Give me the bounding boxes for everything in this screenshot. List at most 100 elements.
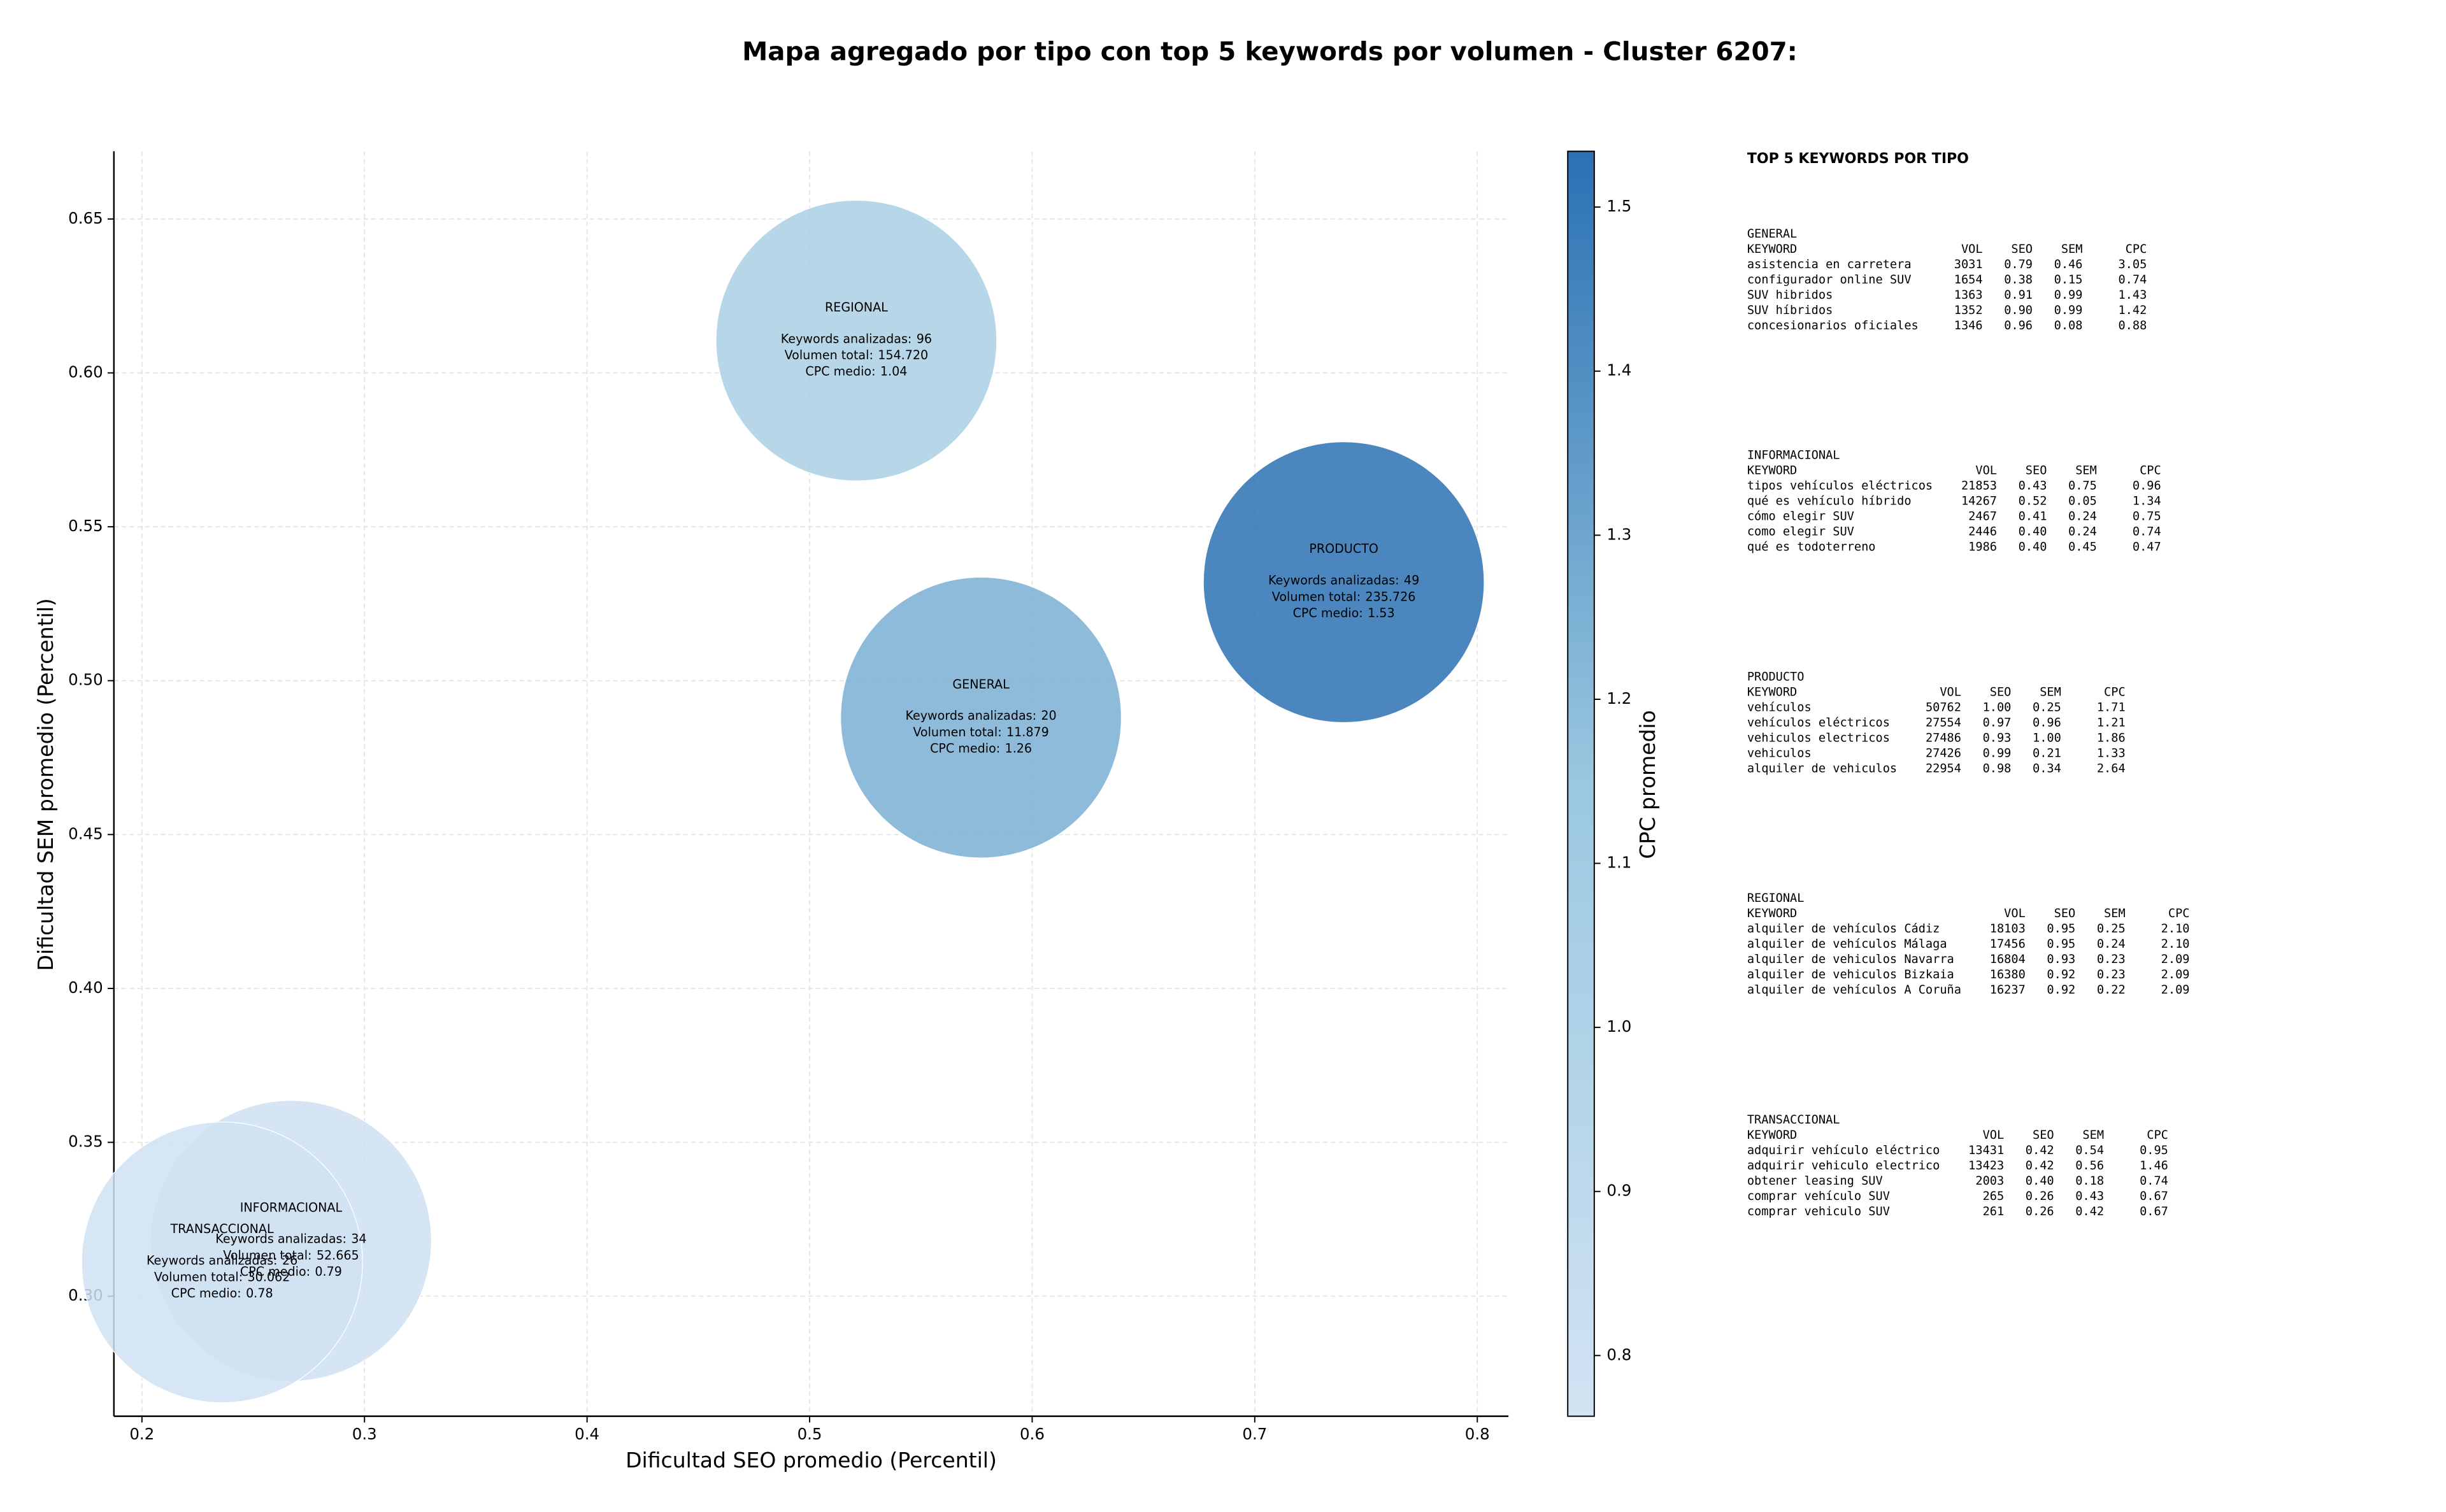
table-cell: alquiler de vehiculos [1747, 762, 1897, 775]
bubble-label: Volumen total: 30.062 [154, 1269, 290, 1284]
x-tick-label: 0.5 [797, 1425, 822, 1443]
label-prefix: CPC medio: [240, 1264, 310, 1279]
table-header: SEO [2011, 243, 2033, 256]
table-cell: 1.00 [2033, 731, 2061, 745]
label-value: 30.062 [248, 1269, 290, 1284]
table-header: VOL [2004, 907, 2026, 920]
bubble-label: Keywords analizadas: 26 [147, 1253, 297, 1267]
table-cell: 0.23 [2097, 968, 2126, 981]
table-header: KEYWORD [1747, 907, 1797, 920]
colorbar-tick-label: 1.2 [1606, 689, 1631, 708]
table-header: SEM [2061, 243, 2083, 256]
table-header: CPC [2147, 1129, 2168, 1142]
bubble [715, 199, 998, 481]
label-prefix: Volumen total: [913, 724, 1001, 739]
table-cell: 2.64 [2097, 762, 2126, 775]
bubble [840, 576, 1122, 859]
table-cell: 0.08 [2054, 319, 2083, 332]
table-cell: 13423 [1968, 1159, 2004, 1173]
table-cell: comprar vehiculo SUV [1747, 1205, 1890, 1218]
table-cell: asistencia en carretera [1747, 258, 1912, 271]
label-value: 11.879 [1006, 724, 1049, 739]
bubble-label: Volumen total: 154.720 [785, 348, 929, 362]
table-cell: qué es todoterreno [1747, 541, 1876, 554]
table-cell: 1.86 [2097, 731, 2126, 745]
table-cell: 0.26 [2026, 1190, 2054, 1203]
x-tick-label: 0.8 [1465, 1425, 1490, 1443]
table-cell: 0.56 [2075, 1159, 2104, 1173]
y-tick-label: 0.50 [68, 671, 103, 689]
bubble-label: Keywords analizadas: 20 [905, 708, 1056, 723]
table-header: KEYWORD [1747, 243, 1797, 256]
label-value: 26 [282, 1253, 297, 1267]
table-cell: 3.05 [2118, 258, 2147, 271]
bubble-label: Volumen total: 235.726 [1272, 589, 1416, 604]
table-cell: 0.75 [2068, 480, 2097, 493]
table-header: KEYWORD [1747, 464, 1797, 478]
colorbar-tick-label: 1.4 [1606, 361, 1631, 380]
bubble [81, 1122, 363, 1404]
table-cell: 2.10 [2161, 938, 2190, 951]
table-cell: 0.93 [1983, 731, 2012, 745]
table-cell: 0.88 [2118, 319, 2147, 332]
table-cell: 16237 [1990, 983, 2026, 997]
table-cell: 0.67 [2140, 1190, 2168, 1203]
table-cell: SUV híbridos [1747, 304, 1833, 317]
x-axis-label: Dificultad SEO promedio (Percentil) [626, 1448, 997, 1473]
y-tick-label: 0.65 [68, 209, 103, 227]
table-header: SEO [1990, 685, 2012, 699]
table-cell: 0.34 [2033, 762, 2061, 775]
table-cell: 0.99 [1983, 746, 2012, 760]
table-cell: 0.98 [1983, 762, 2012, 775]
y-tick-label: 0.45 [68, 824, 103, 843]
table-cell: vehículos [1747, 701, 1812, 714]
label-value: 49 [1404, 573, 1419, 587]
table-header: CPC [2168, 907, 2190, 920]
label-value: 1.53 [1368, 606, 1395, 620]
label-prefix: CPC medio: [1293, 606, 1363, 620]
group-name: REGIONAL [1747, 892, 1805, 905]
table-cell: 0.24 [2068, 525, 2097, 539]
colorbar-tick-label: 1.3 [1606, 525, 1631, 543]
group-name: GENERAL [1747, 227, 1797, 241]
table-cell: 0.96 [2133, 480, 2161, 493]
table-cell: 27554 [1926, 716, 1961, 729]
table-cell: 3031 [1954, 258, 1983, 271]
label-prefix: Volumen total: [1272, 589, 1361, 604]
bubble-label: CPC medio: 0.78 [171, 1285, 273, 1300]
table-cell: obtener leasing SUV [1747, 1174, 1883, 1188]
bubble-name: TRANSACCIONAL [170, 1222, 274, 1236]
y-tick-label: 0.40 [68, 978, 103, 997]
table-cell: 0.18 [2075, 1174, 2104, 1188]
table-cell: 0.74 [2133, 525, 2161, 539]
table-cell: 0.92 [2047, 983, 2075, 997]
table-cell: 0.52 [2019, 495, 2047, 508]
colorbar-tick-label: 1.0 [1606, 1017, 1631, 1036]
table-cell: 1.43 [2118, 289, 2147, 302]
table-cell: 0.96 [2004, 319, 2033, 332]
table-cell: 1.00 [1983, 701, 2012, 714]
colorbar-tick-label: 0.8 [1606, 1345, 1631, 1364]
table-cell: 0.95 [2047, 938, 2075, 951]
table-cell: 0.95 [2140, 1144, 2168, 1157]
table-cell: 1.46 [2140, 1159, 2168, 1173]
table-cell: 0.46 [2054, 258, 2083, 271]
table-header: CPC [2104, 685, 2126, 699]
table-cell: 2.09 [2161, 968, 2190, 981]
table-cell: cómo elegir SUV [1747, 510, 1854, 524]
table-cell: 27426 [1926, 746, 1961, 760]
bubble-name: INFORMACIONAL [240, 1200, 343, 1215]
table-header: CPC [2140, 464, 2161, 478]
table-cell: 1.33 [2097, 746, 2126, 760]
label-prefix: CPC medio: [805, 364, 875, 378]
table-cell: alquiler de vehículos Málaga [1747, 938, 1947, 951]
table-header: SEO [2033, 1129, 2054, 1142]
table-cell: 0.92 [2047, 968, 2075, 981]
table-header: CPC [2126, 243, 2147, 256]
bubble-name: GENERAL [952, 677, 1010, 692]
table-cell: comprar vehículo SUV [1747, 1190, 1890, 1203]
x-tick-label: 0.6 [1020, 1425, 1045, 1443]
table-cell: configurador online SUV [1747, 273, 1912, 287]
table-cell: 0.97 [1983, 716, 2012, 729]
label-value: 34 [351, 1231, 366, 1246]
